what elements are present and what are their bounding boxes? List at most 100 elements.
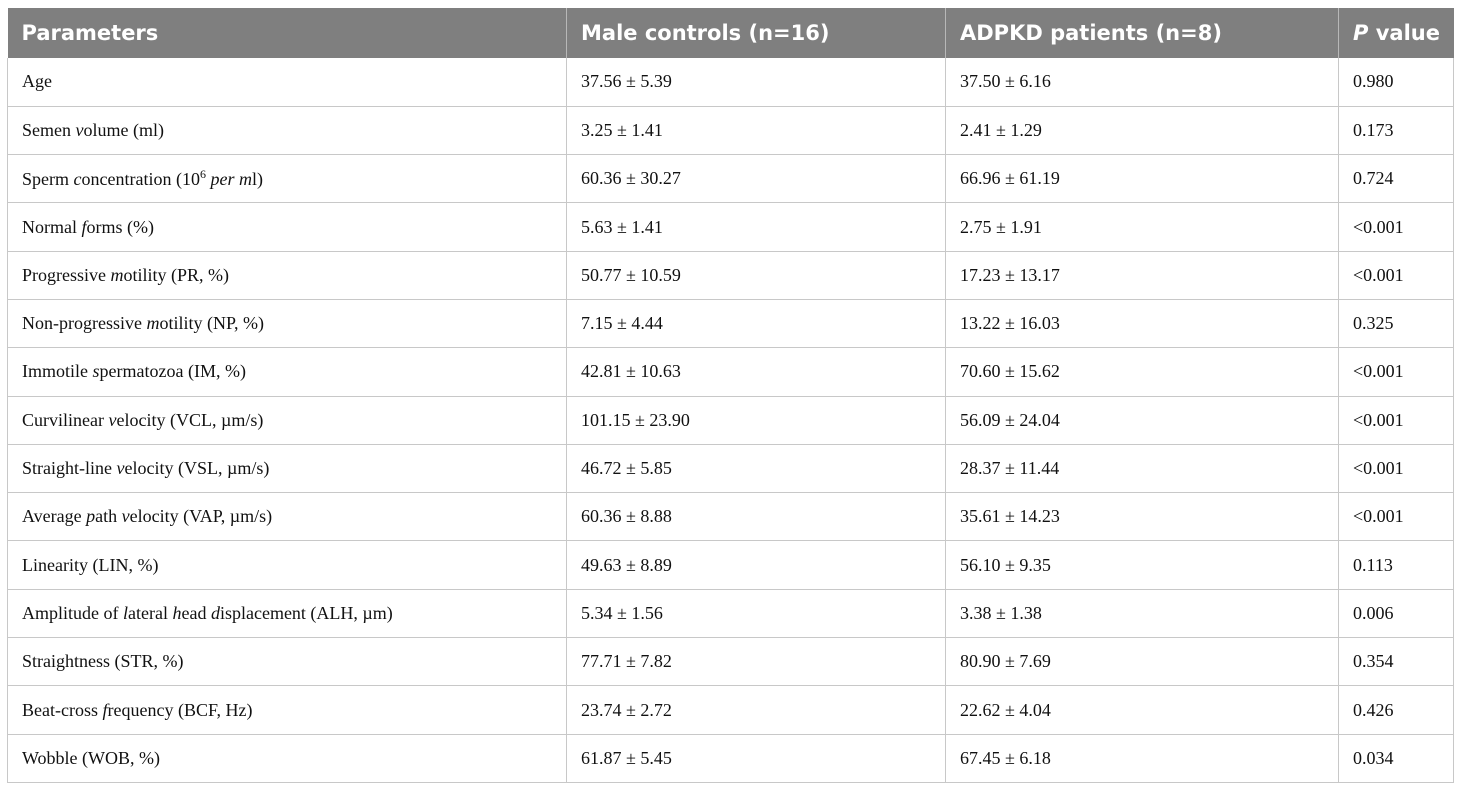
p-value-cell: 0.724 <box>1338 154 1454 203</box>
parameter-cell: Curvilinear velocity (VCL, µm/s) <box>7 395 567 445</box>
p-value-cell: 0.325 <box>1338 298 1454 348</box>
male-controls-cell: 7.15 ± 4.44 <box>566 298 946 348</box>
italic-text: per ml <box>210 169 257 189</box>
parameter-text: isplacement (ALH, µm) <box>219 602 393 623</box>
parameter-text: Amplitude of <box>22 602 123 623</box>
parameter-text: olume (ml) <box>83 119 164 140</box>
parameter-text: Wobble (WOB, %) <box>22 747 161 768</box>
parameter-cell: Straightness (STR, %) <box>7 637 567 686</box>
parameter-text: requency (BCF, Hz) <box>107 699 253 720</box>
italic-m: m <box>238 169 252 190</box>
adpkd-patients-cell: 67.45 ± 6.18 <box>945 733 1339 783</box>
adpkd-patients-cell: 13.22 ± 16.03 <box>945 298 1339 348</box>
italic-text: v <box>116 458 125 479</box>
table-row: Wobble (WOB, %) 61.87 ± 5.45 67.45 ± 6.18 0… <box>7 733 1454 783</box>
table-row: Curvilinear velocity (VCL, µm/s) 101.15 ±… <box>7 395 1454 445</box>
male-controls-cell: 5.34 ± 1.56 <box>566 588 946 638</box>
parameter-text: ath <box>95 506 122 527</box>
table-row: Age 37.56 ± 5.39 37.50 ± 6.16 0.980 <box>7 58 1454 107</box>
adpkd-patients-cell: 56.10 ± 9.35 <box>945 540 1339 590</box>
male-controls-cell: 49.63 ± 8.89 <box>566 540 946 590</box>
parameter-text: oncentration (10 <box>81 169 200 190</box>
table-row: Linearity (LIN, %) 49.63 ± 8.89 56.10 ± 9.… <box>7 540 1454 590</box>
male-controls-cell: 5.63 ± 1.41 <box>566 202 946 252</box>
p-value-cell: <0.001 <box>1338 492 1454 541</box>
adpkd-patients-cell: 22.62 ± 4.04 <box>945 685 1339 735</box>
results-table-container: Parameters Male controls (n=16) ADPKD pa… <box>7 8 1454 783</box>
male-controls-cell: 23.74 ± 2.72 <box>566 685 946 735</box>
parameter-cell: Amplitude of lateral head displacement (… <box>7 588 567 638</box>
table-row: Average path velocity (VAP, µm/s) 60.36 ±… <box>7 492 1454 541</box>
male-controls-cell: 37.56 ± 5.39 <box>566 58 946 107</box>
italic-text: c <box>73 169 82 190</box>
parameter-cell: Progressive motility (PR, %) <box>7 250 567 300</box>
male-controls-cell: 42.81 ± 10.63 <box>566 347 946 397</box>
adpkd-patients-cell: 56.09 ± 24.04 <box>945 395 1339 445</box>
table-row: Sperm concentration (106 per ml) 60.36 ± … <box>7 154 1454 203</box>
parameter-cell: Wobble (WOB, %) <box>7 733 567 783</box>
parameter-text: Curvilinear <box>22 409 109 430</box>
italic-per: per <box>210 169 235 190</box>
p-value-cell: 0.113 <box>1338 540 1454 590</box>
italic-text: l <box>123 602 129 623</box>
parameter-text: Semen <box>22 119 76 140</box>
p-value-cell: <0.001 <box>1338 443 1454 493</box>
parameter-cell: Immotile spermatozoa (IM, %) <box>7 347 567 397</box>
parameter-text: ead <box>181 602 211 623</box>
p-value-cell: 0.426 <box>1338 685 1454 735</box>
p-value-cell: <0.001 <box>1338 347 1454 397</box>
male-controls-cell: 60.36 ± 8.88 <box>566 492 946 541</box>
parameter-text: otility (PR, %) <box>123 264 230 285</box>
header-adpkd-patients: ADPKD patients (n=8) <box>945 8 1339 58</box>
table-row: Non-progressive motility (NP, %) 7.15 ± 4… <box>7 298 1454 348</box>
italic-text: v <box>75 119 84 140</box>
table-row: Semen volume (ml) 3.25 ± 1.41 2.41 ± 1.29 0… <box>7 105 1454 155</box>
header-p-value: P value <box>1338 8 1454 58</box>
parameter-cell: Normal forms (%) <box>7 202 567 252</box>
table-row: Straight-line velocity (VSL, µm/s) 46.72 … <box>7 443 1454 493</box>
table-header: Parameters Male controls (n=16) ADPKD pa… <box>7 8 1454 58</box>
p-value-cell: 0.034 <box>1338 733 1454 783</box>
parameter-cell: Linearity (LIN, %) <box>7 540 567 590</box>
italic-text: v <box>108 409 117 430</box>
table-row: Amplitude of lateral head displacement (… <box>7 588 1454 638</box>
table-body: Age 37.56 ± 5.39 37.50 ± 6.16 0.980 Semen vo… <box>7 58 1454 783</box>
semen-parameters-table: Parameters Male controls (n=16) ADPKD pa… <box>7 8 1454 783</box>
italic-text: v <box>121 506 130 527</box>
parameter-text: Straight-line <box>22 458 117 479</box>
adpkd-patients-cell: 2.41 ± 1.29 <box>945 105 1339 155</box>
parameter-text: Non-progressive <box>22 313 147 334</box>
parameter-text: Straightness (STR, %) <box>22 651 184 672</box>
table-row: Progressive motility (PR, %) 50.77 ± 10.5… <box>7 250 1454 300</box>
parameter-text: otility (NP, %) <box>159 313 264 334</box>
parameter-text: ) <box>256 169 263 190</box>
table-row: Immotile spermatozoa (IM, %) 42.81 ± 10.6… <box>7 347 1454 397</box>
p-value-cell: <0.001 <box>1338 395 1454 445</box>
header-row: Parameters Male controls (n=16) ADPKD pa… <box>7 8 1454 58</box>
header-p-italic: P <box>1353 21 1369 45</box>
italic-text: f <box>102 699 108 720</box>
adpkd-patients-cell: 37.50 ± 6.16 <box>945 58 1339 107</box>
p-value-cell: 0.980 <box>1338 58 1454 107</box>
header-parameters: Parameters <box>7 8 567 58</box>
parameter-text: Beat-cross <box>22 699 103 720</box>
p-value-cell: 0.354 <box>1338 637 1454 686</box>
adpkd-patients-cell: 66.96 ± 61.19 <box>945 154 1339 203</box>
adpkd-patients-cell: 28.37 ± 11.44 <box>945 443 1339 493</box>
adpkd-patients-cell: 35.61 ± 14.23 <box>945 492 1339 541</box>
header-male-controls: Male controls (n=16) <box>566 8 946 58</box>
parameter-text: Age <box>22 71 52 92</box>
p-value-cell: 0.006 <box>1338 588 1454 638</box>
italic-text: p <box>86 506 96 527</box>
parameter-cell: Non-progressive motility (NP, %) <box>7 298 567 348</box>
adpkd-patients-cell: 80.90 ± 7.69 <box>945 637 1339 686</box>
plain-l: l <box>251 169 257 190</box>
table-row: Straightness (STR, %) 77.71 ± 7.82 80.90 ±… <box>7 637 1454 686</box>
parameter-text: Progressive <box>22 264 111 285</box>
italic-text: h <box>172 602 182 623</box>
male-controls-cell: 50.77 ± 10.59 <box>566 250 946 300</box>
male-controls-cell: 77.71 ± 7.82 <box>566 637 946 686</box>
italic-text: m <box>146 313 160 334</box>
italic-text: m <box>110 264 124 285</box>
male-controls-cell: 101.15 ± 23.90 <box>566 395 946 445</box>
